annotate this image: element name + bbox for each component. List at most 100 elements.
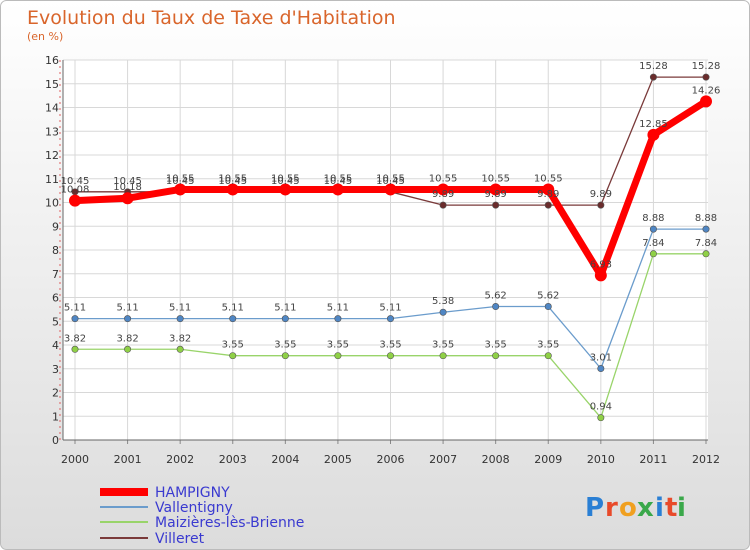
y-tick-label: 3: [52, 363, 59, 376]
data-point: [386, 315, 394, 323]
data-point: [649, 73, 657, 81]
data-label: 5.11: [116, 303, 138, 314]
data-point: [281, 315, 289, 323]
data-label: 10.55: [376, 173, 405, 184]
data-point: [281, 352, 289, 360]
legend-label: Maizières-lès-Brienne: [155, 515, 304, 531]
data-point: [71, 315, 79, 323]
logo-letter: t: [665, 493, 677, 523]
x-tick-label: 2009: [534, 453, 562, 466]
data-label: 3.55: [485, 340, 507, 351]
y-tick-label: 7: [52, 268, 59, 281]
y-tick-label: 1: [52, 410, 59, 423]
y-tick-label: 6: [52, 292, 59, 305]
legend-label: Vallentigny: [155, 500, 233, 516]
data-point: [649, 225, 657, 233]
y-tick-label: 2: [52, 387, 59, 400]
data-point: [229, 315, 237, 323]
y-tick-label: 15: [45, 78, 59, 91]
data-label: 5.11: [327, 303, 349, 314]
data-point: [384, 183, 397, 196]
y-tick-label: 13: [45, 125, 59, 138]
data-label: 10.55: [481, 173, 510, 184]
y-tick-label: 11: [45, 173, 59, 186]
data-label: 9.89: [537, 189, 559, 200]
data-label: 5.38: [432, 296, 454, 307]
data-label: 7.84: [642, 238, 664, 249]
data-label: 5.62: [537, 291, 559, 302]
data-point: [544, 303, 552, 311]
data-label: 15.28: [639, 61, 668, 72]
data-label: 10.18: [113, 182, 142, 193]
data-label: 5.62: [485, 291, 507, 302]
y-tick-label: 10: [45, 197, 59, 210]
data-point: [649, 250, 657, 258]
data-point: [331, 183, 344, 196]
grid: [63, 59, 708, 441]
data-label: 8.88: [695, 213, 717, 224]
data-label: 10.45: [271, 176, 300, 187]
y-tick-label: 4: [52, 339, 59, 352]
data-point: [647, 128, 660, 141]
data-label: 10.45: [376, 176, 405, 187]
data-point: [597, 414, 605, 422]
x-tick-label: 2003: [219, 453, 247, 466]
data-label: 3.55: [432, 340, 454, 351]
data-point: [279, 183, 292, 196]
x-tick-label: 2008: [482, 453, 510, 466]
data-label: 10.45: [218, 176, 247, 187]
data-label: 0.94: [590, 402, 612, 413]
x-tick-label: 2011: [639, 453, 667, 466]
series-group: [69, 73, 712, 422]
data-point: [69, 194, 81, 207]
data-label: 3.55: [274, 340, 296, 351]
y-tick-label: 12: [45, 149, 59, 162]
data-label: 5.11: [64, 303, 86, 314]
data-label: 8.88: [642, 213, 664, 224]
x-tick-label: 2002: [166, 453, 194, 466]
logo-letter: o: [619, 493, 637, 523]
x-tick-label: 2004: [271, 453, 299, 466]
data-label: 5.11: [379, 303, 401, 314]
data-point: [229, 352, 237, 360]
data-label: 12.85: [639, 119, 668, 130]
legend-label: Villeret: [155, 531, 205, 547]
data-point: [226, 183, 239, 196]
y-tick-label: 0: [52, 434, 59, 447]
data-label: 10.45: [113, 176, 142, 187]
y-tick-label: 9: [52, 220, 59, 233]
logo-letter: x: [637, 493, 654, 523]
chart-title: Evolution du Taux de Taxe d'Habitation: [27, 7, 396, 29]
data-point: [597, 365, 605, 373]
data-point: [700, 95, 712, 108]
data-point: [176, 345, 184, 353]
x-tick-label: 2001: [114, 453, 142, 466]
data-point: [334, 315, 342, 323]
data-point: [176, 315, 184, 323]
data-label: 10.45: [166, 176, 195, 187]
data-label: 10.08: [61, 185, 90, 196]
x-tick-label: 2010: [587, 453, 615, 466]
data-label: 3.82: [64, 333, 86, 344]
data-label: 10.55: [271, 173, 300, 184]
legend: HAMPIGNYVallentignyMaizières-lès-Brienne…: [100, 485, 304, 547]
x-tick-label: 2000: [61, 453, 89, 466]
data-point: [437, 183, 450, 196]
data-label: 9.89: [485, 189, 507, 200]
data-point: [492, 352, 500, 360]
data-label: 10.45: [324, 176, 353, 187]
data-label: 9.89: [432, 189, 454, 200]
data-label: 5.11: [274, 303, 296, 314]
data-point: [439, 201, 447, 209]
data-point: [544, 201, 552, 209]
data-point: [386, 352, 394, 360]
data-label: 3.01: [590, 353, 612, 364]
data-label: 10.55: [429, 173, 458, 184]
logo-letter: i: [655, 493, 664, 523]
x-tick-label: 2007: [429, 453, 457, 466]
data-point: [594, 269, 607, 282]
